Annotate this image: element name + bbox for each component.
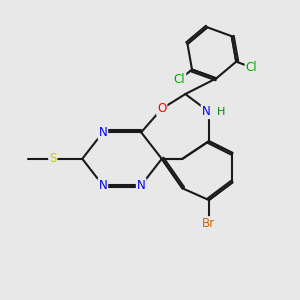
Text: Cl: Cl: [246, 61, 257, 74]
Text: Br: Br: [202, 217, 215, 230]
Text: Cl: Cl: [174, 74, 185, 86]
Text: O: O: [157, 102, 167, 115]
Text: N: N: [202, 105, 210, 118]
Text: H: H: [217, 107, 225, 117]
Text: N: N: [98, 126, 107, 139]
Text: S: S: [49, 152, 56, 165]
Text: N: N: [98, 179, 107, 192]
Text: N: N: [137, 179, 146, 192]
